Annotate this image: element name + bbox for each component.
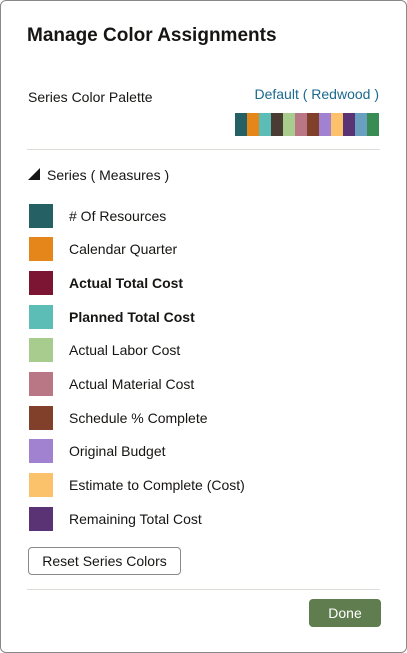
series-item[interactable]: Calendar Quarter — [29, 237, 177, 262]
collapse-triangle-icon — [28, 168, 40, 180]
series-color-swatch[interactable] — [29, 237, 53, 262]
series-section-toggle[interactable]: Series ( Measures ) — [28, 167, 169, 183]
series-label: Schedule % Complete — [69, 409, 208, 426]
palette-selector-link[interactable]: Default ( Redwood ) — [254, 86, 379, 102]
series-label: Actual Total Cost — [69, 274, 184, 291]
palette-swatch — [307, 113, 319, 136]
palette-swatch — [295, 113, 307, 136]
series-item[interactable]: Schedule % Complete — [29, 405, 208, 430]
divider — [27, 149, 380, 150]
series-item[interactable]: Planned Total Cost — [29, 304, 195, 329]
done-button[interactable]: Done — [309, 599, 381, 627]
series-color-swatch[interactable] — [29, 203, 53, 228]
palette-swatch — [283, 113, 295, 136]
palette-swatch — [319, 113, 331, 136]
series-label: Original Budget — [69, 443, 166, 460]
series-label: Planned Total Cost — [69, 308, 195, 325]
palette-swatch — [367, 113, 379, 136]
series-label: Actual Material Cost — [69, 376, 195, 392]
series-label: Actual Labor Cost — [69, 342, 181, 359]
series-color-swatch[interactable] — [29, 405, 53, 430]
series-color-swatch[interactable] — [29, 270, 53, 295]
palette-label: Series Color Palette — [28, 89, 153, 105]
series-item[interactable]: Actual Labor Cost — [29, 338, 180, 363]
series-item[interactable]: # Of Resources — [29, 203, 166, 228]
series-label: Calendar Quarter — [69, 241, 178, 258]
series-color-swatch[interactable] — [29, 304, 53, 329]
palette-swatch — [259, 113, 271, 136]
series-color-swatch[interactable] — [29, 439, 53, 464]
palette-swatch — [235, 113, 247, 136]
palette-swatch-strip[interactable] — [235, 113, 379, 136]
series-section-label: Series ( Measures ) — [47, 167, 170, 183]
series-color-swatch[interactable] — [29, 506, 53, 531]
series-color-swatch[interactable] — [29, 338, 53, 363]
series-color-swatch[interactable] — [29, 372, 53, 396]
series-label: # Of Resources — [69, 207, 167, 224]
series-item[interactable]: Actual Material Cost — [29, 372, 194, 397]
series-label: Remaining Total Cost — [69, 510, 202, 527]
palette-swatch — [271, 113, 283, 136]
series-item[interactable]: Original Budget — [29, 439, 166, 464]
dialog-title: Manage Color Assignments — [27, 25, 277, 46]
series-item[interactable]: Estimate to Complete (Cost) — [29, 473, 245, 498]
series-color-swatch[interactable] — [29, 473, 53, 498]
divider — [27, 589, 380, 590]
palette-swatch — [355, 113, 367, 136]
series-label: Estimate to Complete (Cost) — [69, 477, 245, 494]
series-item[interactable]: Actual Total Cost — [29, 270, 183, 295]
series-item[interactable]: Remaining Total Cost — [29, 506, 202, 531]
palette-swatch — [343, 113, 355, 136]
palette-swatch — [331, 113, 343, 136]
palette-swatch — [247, 113, 259, 136]
reset-series-colors-button[interactable]: Reset Series Colors — [28, 547, 181, 575]
